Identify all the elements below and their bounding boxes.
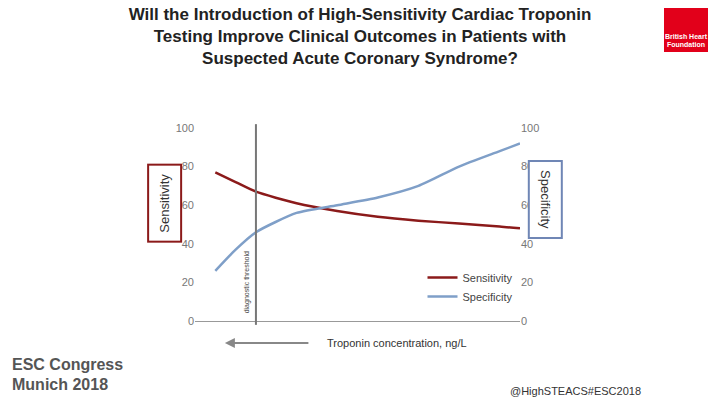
- svg-text:Specificity: Specificity: [538, 170, 553, 229]
- svg-text:Sensitivity: Sensitivity: [157, 174, 172, 233]
- svg-text:Specificity: Specificity: [463, 291, 513, 303]
- html-text:@HighSTEACS#ESC2018: @HighSTEACS#ESC2018: [510, 385, 641, 397]
- svg-text:0: 0: [188, 315, 194, 327]
- svg-text:Troponin concentration, ng/L: Troponin concentration, ng/L: [327, 337, 467, 349]
- svg-text:60: 60: [182, 199, 194, 211]
- svg-text:Sensitivity: Sensitivity: [463, 272, 513, 284]
- svg-text:0: 0: [521, 315, 527, 327]
- svg-text:diagnostic threshold: diagnostic threshold: [243, 251, 251, 313]
- svg-text:40: 40: [521, 238, 533, 250]
- html-text:Munich 2018: Munich 2018: [12, 376, 108, 393]
- svg-text:80: 80: [521, 160, 533, 172]
- html-text:British Heart Foundation: British Heart Foundation: [665, 33, 707, 48]
- svg-text:100: 100: [176, 122, 194, 134]
- svg-text:80: 80: [182, 160, 194, 172]
- svg-text:60: 60: [521, 199, 533, 211]
- html-text:ESC Congress: ESC Congress: [12, 356, 124, 373]
- svg-text:100: 100: [521, 122, 539, 134]
- svg-text:Will the Introduction of High-: Will the Introduction of High-Sensitivit…: [129, 5, 592, 68]
- svg-text:20: 20: [521, 276, 533, 288]
- svg-text:20: 20: [182, 276, 194, 288]
- svg-text:40: 40: [182, 238, 194, 250]
